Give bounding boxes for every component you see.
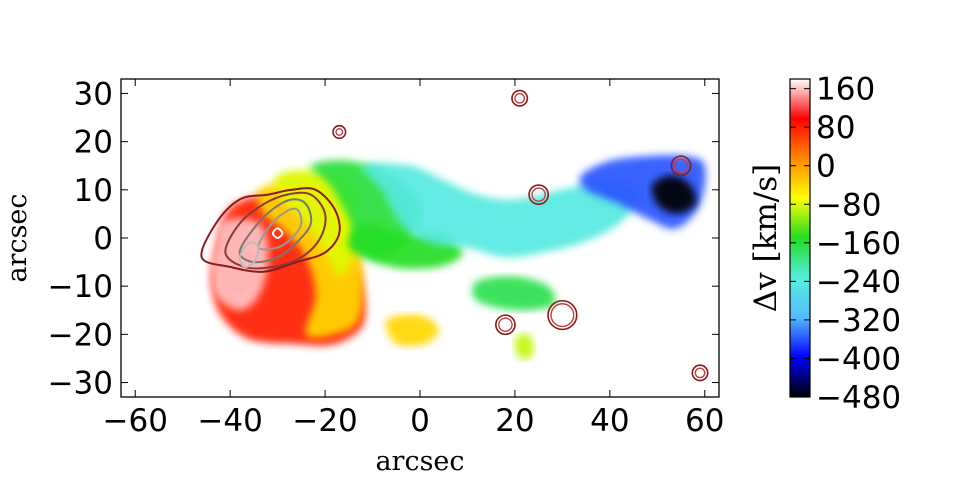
point-source-inner-ring [498,317,513,333]
point-source-2 [332,124,347,140]
colorbar-tick-label: −240 [816,264,901,300]
contour-lines [200,187,341,273]
point-source-outer-ring [511,89,529,107]
colorbar-tick-label: 0 [816,149,836,185]
point-source-7 [691,364,709,382]
y-tick-label: 30 [74,76,113,112]
point-source-inner-ring [531,187,546,202]
colorbar-tick-label: −80 [816,187,881,223]
velocity-region-cyan-main [362,163,639,258]
point-source-inner-ring [673,158,689,174]
colorbar-label: Δv [km/s] [748,164,784,312]
contour-inner-1 [257,207,303,251]
y-tick-label: −10 [48,269,113,305]
contour-mid-2 [238,198,313,264]
velocity-region-orange-south [385,314,440,347]
colorbar-tick-label: 80 [816,110,855,146]
colorbar-tick-label: −320 [816,303,901,339]
colorbar-gradient [789,78,811,398]
point-source-outer-ring [691,364,709,382]
x-tick-label: −60 [103,403,168,439]
point-source-inner-ring [335,128,344,136]
y-tick-label: −30 [48,366,113,402]
point-source-outer-ring [332,124,347,140]
x-tick-label: −20 [292,403,357,439]
velocity-region-green-south [472,276,556,311]
point-source-5 [495,314,516,336]
point-source-inner-ring [514,92,526,104]
colorbar-tick-label: −400 [816,341,901,377]
point-source-outer-ring [495,314,516,336]
contour-mid-1 [224,191,327,270]
x-axis-ticks: −60 −40 −20 0 20 40 60 [103,79,724,439]
y-axis-ticks: 30 20 10 0 −10 −20 −30 [48,76,719,402]
velocity-region-yellow-south [514,333,535,360]
plot-area: −60 −40 −20 0 20 40 60 30 20 10 0 −10 −20 −30 [48,76,725,439]
point-sources [332,89,709,382]
colorbar-tick-label: −160 [816,226,901,262]
point-source-inner-ring [550,303,575,328]
point-source-3 [670,155,692,177]
point-source-inner-ring [694,367,706,379]
x-tick-label: 40 [590,403,629,439]
point-source-outer-ring [528,184,550,206]
contour-inner-2 [238,241,260,269]
x-tick-label: −40 [197,403,262,439]
point-source-6 [547,299,578,331]
x-tick-label: 20 [495,403,534,439]
contour-outer [200,187,341,273]
point-source-4 [528,184,550,206]
point-source-1 [511,89,529,107]
y-tick-label: 0 [93,221,113,257]
colorbar-tick-label: 160 [816,72,875,108]
x-tick-label: 60 [685,403,724,439]
velocity-map [211,155,706,360]
y-tick-label: −20 [48,317,113,353]
point-source-outer-ring [670,155,692,177]
y-tick-label: 20 [74,125,113,161]
contour-inner-3 [271,227,284,240]
point-source-outer-ring [547,299,578,331]
y-tick-label: 10 [74,173,113,209]
velocity-region-black-tip [651,175,697,214]
x-tick-label: 0 [410,403,430,439]
y-axis-label: arcsec [2,193,33,282]
colorbar-tick-label: −480 [816,380,901,416]
x-axis-label: arcsec [375,446,464,477]
